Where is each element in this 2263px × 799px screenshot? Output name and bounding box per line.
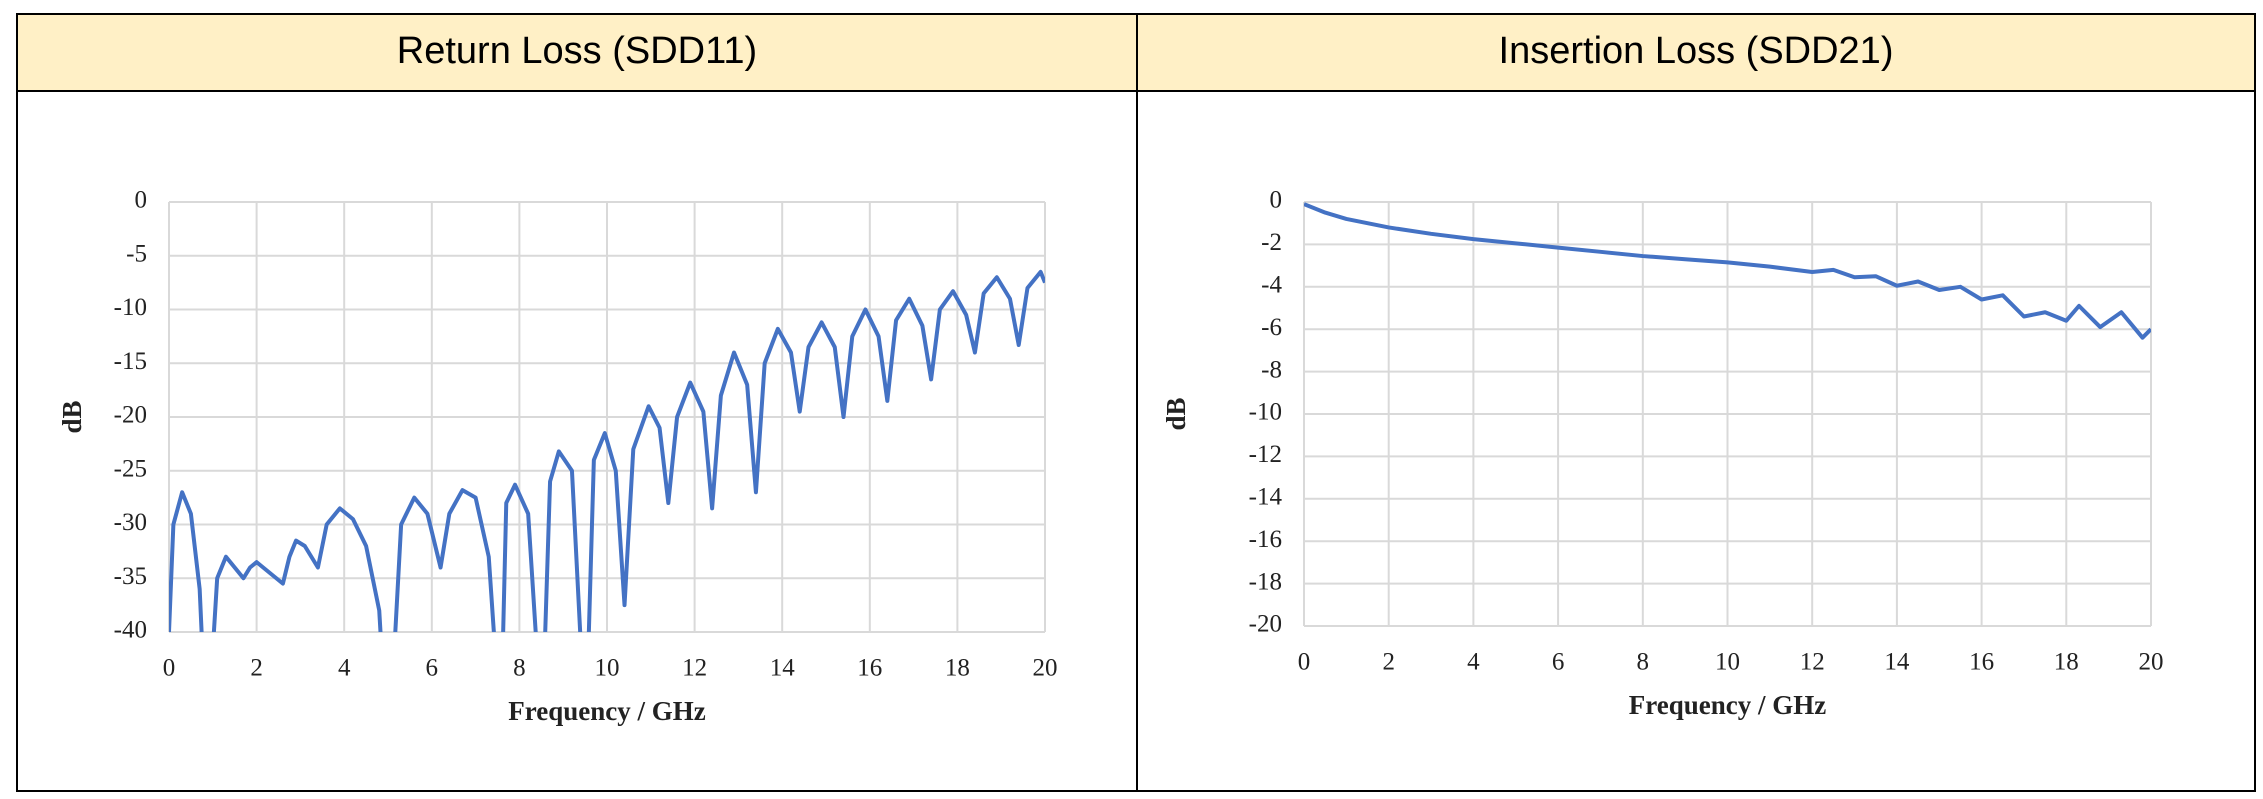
y-tick-label: -35 xyxy=(114,563,147,590)
x-tick-label: 12 xyxy=(1800,649,1825,676)
x-tick-label: 6 xyxy=(426,655,439,682)
y-axis-label: dB xyxy=(57,400,87,433)
y-tick-label: -25 xyxy=(114,455,147,482)
x-axis-label: Frequency / GHz xyxy=(1629,690,1826,720)
y-tick-label: -6 xyxy=(1261,314,1282,341)
y-axis-label: dB xyxy=(1161,397,1191,430)
x-tick-label: 20 xyxy=(2139,649,2164,676)
data-line xyxy=(1304,202,2151,340)
y-tick-label: -30 xyxy=(114,509,147,536)
x-tick-label: 4 xyxy=(338,655,351,682)
x-tick-label: 16 xyxy=(1969,649,1994,676)
x-tick-label: 10 xyxy=(595,655,620,682)
y-tick-label: -40 xyxy=(114,617,147,644)
y-tick-label: -8 xyxy=(1261,356,1282,383)
x-tick-label: 18 xyxy=(2054,649,2079,676)
y-tick-label: -4 xyxy=(1261,272,1282,299)
y-tick-label: 0 xyxy=(1270,187,1283,214)
x-tick-label: 0 xyxy=(1298,649,1311,676)
x-tick-label: 2 xyxy=(1382,649,1395,676)
y-tick-label: -15 xyxy=(114,348,147,375)
x-tick-label: 14 xyxy=(1884,649,1910,676)
chart-title: Insertion Loss (SDD21) xyxy=(1499,30,1894,72)
x-axis-label: Frequency / GHz xyxy=(508,696,705,726)
x-tick-label: 14 xyxy=(770,655,796,682)
data-line xyxy=(169,269,1045,632)
y-tick-label: -12 xyxy=(1249,441,1282,468)
x-tick-label: 10 xyxy=(1715,649,1740,676)
x-tick-label: 0 xyxy=(163,655,176,682)
x-tick-label: 18 xyxy=(945,655,970,682)
x-tick-label: 12 xyxy=(682,655,707,682)
y-tick-label: -5 xyxy=(126,240,147,267)
y-tick-label: -16 xyxy=(1249,526,1282,553)
chart-title: Return Loss (SDD11) xyxy=(397,30,757,72)
y-tick-label: -2 xyxy=(1261,229,1282,256)
y-tick-label: -18 xyxy=(1249,568,1282,595)
x-tick-label: 8 xyxy=(1637,649,1650,676)
y-tick-label: -20 xyxy=(1249,611,1282,638)
y-tick-label: -10 xyxy=(114,294,147,321)
x-tick-label: 4 xyxy=(1467,649,1480,676)
y-tick-label: 0 xyxy=(135,187,148,214)
y-tick-label: -10 xyxy=(1249,399,1282,426)
x-tick-label: 8 xyxy=(513,655,526,682)
x-tick-label: 6 xyxy=(1552,649,1565,676)
x-tick-label: 20 xyxy=(1033,655,1058,682)
y-tick-label: -14 xyxy=(1249,484,1283,511)
y-tick-label: -20 xyxy=(114,402,147,429)
x-tick-label: 16 xyxy=(857,655,882,682)
x-tick-label: 2 xyxy=(250,655,263,682)
